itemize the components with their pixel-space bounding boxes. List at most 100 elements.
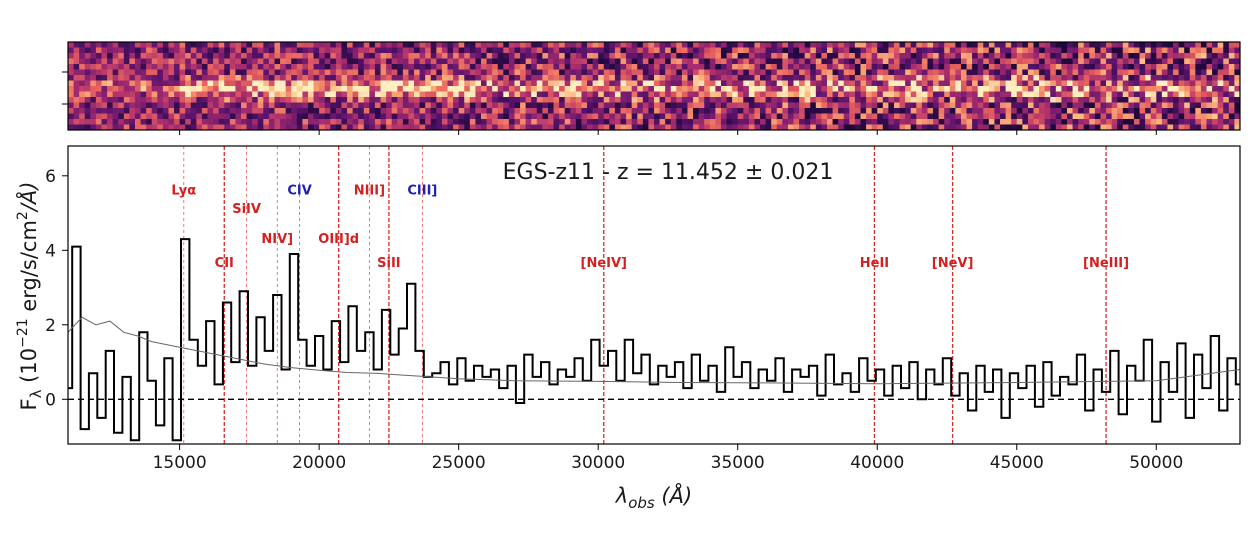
heatmap-cell	[1133, 86, 1140, 92]
heatmap-cell	[330, 64, 337, 70]
heatmap-cell	[1145, 113, 1152, 120]
heatmap-cell	[90, 113, 97, 120]
heatmap-cell	[659, 102, 666, 109]
heatmap-cell	[832, 64, 839, 70]
heatmap-cell	[994, 42, 1001, 48]
heatmap-cell	[402, 119, 409, 125]
heatmap-cell	[380, 102, 387, 109]
heatmap-cell	[73, 119, 80, 125]
heatmap-cell	[637, 119, 644, 125]
heatmap-cell	[620, 64, 627, 70]
heatmap-cell	[380, 53, 387, 59]
heatmap-cell	[754, 108, 761, 114]
heatmap-cell	[709, 75, 716, 81]
heatmap-cell	[1212, 124, 1219, 131]
heatmap-cell	[73, 53, 80, 59]
heatmap-cell	[536, 58, 543, 65]
heatmap-cell	[949, 58, 956, 65]
heatmap-cell	[107, 58, 114, 65]
heatmap-cell	[536, 75, 543, 81]
heatmap-cell	[1234, 53, 1241, 59]
heatmap-cell	[174, 47, 181, 54]
heatmap-cell	[1150, 58, 1157, 65]
heatmap-cell	[196, 102, 203, 109]
heatmap-cell	[480, 69, 487, 76]
heatmap-cell	[1150, 47, 1157, 54]
emission-line-label: [NeIII]	[1083, 256, 1129, 271]
heatmap-cell	[592, 113, 599, 120]
heatmap-cell	[782, 119, 789, 125]
heatmap-cell	[1217, 91, 1224, 98]
heatmap-cell	[207, 97, 214, 103]
heatmap-cell	[291, 91, 298, 98]
heatmap-cell	[927, 53, 934, 59]
heatmap-cell	[693, 124, 700, 131]
heatmap-cell	[168, 42, 175, 48]
heatmap-cell	[832, 113, 839, 120]
heatmap-cell	[760, 64, 767, 70]
heatmap-cell	[1122, 102, 1129, 109]
heatmap-cell	[475, 47, 482, 54]
heatmap-cell	[877, 113, 884, 120]
heatmap-cell	[888, 119, 895, 125]
heatmap-cell	[134, 113, 141, 120]
heatmap-cell	[994, 69, 1001, 76]
heatmap-cell	[330, 86, 337, 92]
heatmap-cell	[531, 64, 538, 70]
heatmap-cell	[514, 102, 521, 109]
heatmap-cell	[280, 124, 287, 131]
heatmap-cell	[352, 108, 359, 114]
heatmap-cell	[871, 119, 878, 125]
heatmap-cell	[285, 86, 292, 92]
heatmap-cell	[765, 75, 772, 81]
heatmap-cell	[1055, 91, 1062, 98]
heatmap-cell	[1078, 119, 1085, 125]
heatmap-cell	[838, 97, 845, 103]
heatmap-cell	[536, 42, 543, 48]
heatmap-cell	[503, 119, 510, 125]
heatmap-cell	[670, 124, 677, 131]
heatmap-cell	[207, 86, 214, 92]
heatmap-cell	[90, 102, 97, 109]
heatmap-cell	[983, 102, 990, 109]
heatmap-cell	[447, 69, 454, 76]
heatmap-cell	[330, 108, 337, 114]
heatmap-cell	[570, 108, 577, 114]
heatmap-cell	[1055, 69, 1062, 76]
heatmap-cell	[369, 113, 376, 120]
heatmap-cell	[386, 86, 393, 92]
heatmap-cell	[581, 42, 588, 48]
heatmap-cell	[1173, 80, 1180, 87]
heatmap-cell	[637, 124, 644, 131]
heatmap-cell	[101, 53, 108, 59]
heatmap-cell	[469, 108, 476, 114]
heatmap-cell	[854, 64, 861, 70]
heatmap-cell	[620, 58, 627, 65]
heatmap-cell	[1133, 80, 1140, 87]
heatmap-cell	[123, 80, 130, 87]
heatmap-cell	[704, 75, 711, 81]
heatmap-cell	[185, 64, 192, 70]
heatmap-cell	[955, 108, 962, 114]
heatmap-cell	[726, 80, 733, 87]
heatmap-cell	[179, 69, 186, 76]
heatmap-cell	[676, 47, 683, 54]
heatmap-cell	[849, 58, 856, 65]
heatmap-cell	[782, 91, 789, 98]
heatmap-cell	[587, 91, 594, 98]
heatmap-cell	[1005, 42, 1012, 48]
heatmap-cell	[129, 113, 136, 120]
heatmap-cell	[313, 47, 320, 54]
heatmap-cell	[972, 108, 979, 114]
heatmap-cell	[319, 75, 326, 81]
heatmap-cell	[123, 113, 130, 120]
heatmap-cell	[581, 58, 588, 65]
heatmap-cell	[319, 69, 326, 76]
heatmap-cell	[927, 47, 934, 54]
heatmap-cell	[698, 108, 705, 114]
heatmap-cell	[670, 108, 677, 114]
heatmap-cell	[174, 53, 181, 59]
heatmap-cell	[1206, 119, 1213, 125]
heatmap-cell	[363, 47, 370, 54]
heatmap-cell	[1005, 58, 1012, 65]
